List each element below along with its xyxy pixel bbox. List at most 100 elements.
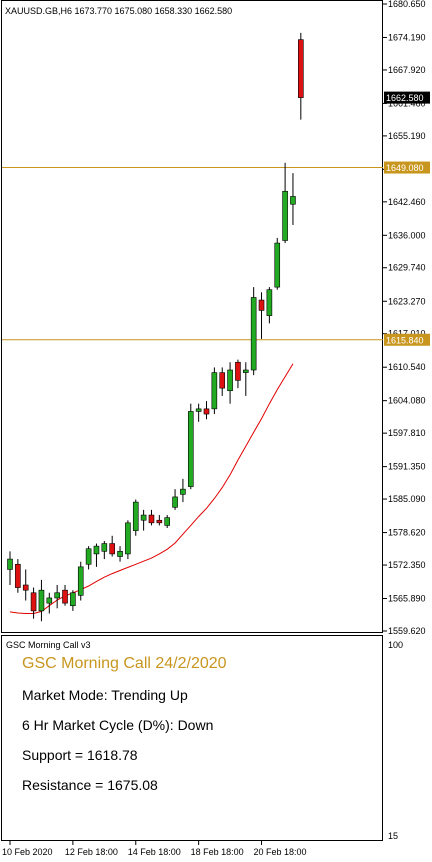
candle xyxy=(258,292,265,339)
candle xyxy=(54,584,60,609)
price-tick-label: 1674.190 xyxy=(388,32,426,42)
current-price-tag: 1662.580 xyxy=(386,93,424,103)
candle xyxy=(85,546,92,570)
bull-candle-body xyxy=(211,372,218,410)
price-tick-label: 1559.620 xyxy=(388,626,426,636)
indicator-scale-bottom: 15 xyxy=(388,831,398,841)
bull-candle-body xyxy=(180,488,186,495)
indicator-pane-frame xyxy=(1,635,383,841)
symbol-header: XAUUSD.GB,H6 1673.770 1675.080 1658.330 … xyxy=(5,6,232,16)
candle xyxy=(172,489,178,510)
candle xyxy=(62,584,68,606)
price-tick-label: 1636.000 xyxy=(388,230,426,240)
candle xyxy=(70,590,76,611)
price-tick-label: 1572.350 xyxy=(388,560,426,570)
indicator-scale-top: 100 xyxy=(388,640,403,650)
resistance-text: Resistance = 1675.08 xyxy=(22,777,158,793)
resistance-price-tag-bg xyxy=(384,161,430,174)
price-tick-label: 1667.920 xyxy=(388,65,426,75)
resistance-price-tag: 1649.080 xyxy=(386,163,424,173)
current-price-tag-bg xyxy=(384,91,430,104)
time-tick-label: 20 Feb 18:00 xyxy=(254,847,307,857)
candle xyxy=(203,401,210,420)
bull-candle-body xyxy=(282,190,288,241)
bear-candle-body xyxy=(298,39,304,98)
bull-candle-body xyxy=(125,522,131,555)
candle xyxy=(180,478,186,503)
candle xyxy=(250,287,257,376)
candle xyxy=(125,520,131,560)
candle xyxy=(101,540,108,560)
price-tick-label: 1610.540 xyxy=(388,362,426,372)
candle xyxy=(7,551,13,585)
candle xyxy=(77,561,84,601)
market-cycle-text: 6 Hr Market Cycle (D%): Down xyxy=(22,717,214,733)
candle xyxy=(117,546,123,562)
candle xyxy=(290,173,296,225)
bull-candle-body xyxy=(46,597,53,604)
price-tick-label: 1617.010 xyxy=(388,329,426,339)
candle xyxy=(282,162,288,244)
bull-candle-body xyxy=(132,501,139,531)
bull-candle-body xyxy=(290,196,296,205)
bear-candle-body xyxy=(156,519,163,524)
bull-candle-body xyxy=(187,411,194,487)
bull-candle-body xyxy=(164,517,170,526)
bull-candle-body xyxy=(117,551,123,557)
support-price-tag-bg xyxy=(384,333,430,346)
bull-candle-body xyxy=(7,558,13,570)
candle xyxy=(22,569,29,601)
price-tick-label: 1604.080 xyxy=(388,396,426,406)
candle xyxy=(227,362,233,404)
bear-candle-body xyxy=(109,543,115,555)
bull-candle-body xyxy=(101,543,108,552)
price-tick-label: 1585.090 xyxy=(388,494,426,504)
bear-candle-body xyxy=(203,408,210,415)
bull-candle-body xyxy=(172,496,178,508)
bull-candle-body xyxy=(250,297,257,371)
candle xyxy=(93,543,100,567)
bull-candle-body xyxy=(54,592,60,599)
bear-candle-body xyxy=(258,299,265,311)
candle xyxy=(132,499,139,536)
candle xyxy=(187,403,194,490)
candle xyxy=(243,362,249,396)
bear-candle-body xyxy=(148,514,155,524)
bear-candle-body xyxy=(219,372,226,389)
candle xyxy=(156,515,163,526)
time-tick-label: 10 Feb 2020 xyxy=(2,847,53,857)
price-tick-label: 1565.890 xyxy=(388,594,426,604)
price-tick-label: 1655.190 xyxy=(388,131,426,141)
price-tick-label: 1680.650 xyxy=(388,0,426,9)
main-chart-frame xyxy=(1,0,383,633)
candle xyxy=(266,287,273,324)
bear-candle-body xyxy=(22,584,29,591)
candle xyxy=(219,367,226,396)
candle xyxy=(211,367,218,415)
support-price-tag: 1615.840 xyxy=(386,335,424,345)
price-tick-label: 1591.350 xyxy=(388,462,426,472)
candle xyxy=(164,515,170,529)
price-tick-label: 1597.810 xyxy=(388,428,426,438)
bull-candle-body xyxy=(93,545,100,555)
candle xyxy=(140,509,147,531)
candle xyxy=(38,579,45,622)
price-tick-label: 1623.270 xyxy=(388,296,426,306)
candle xyxy=(30,587,37,619)
morning-call-heading: GSC Morning Call 24/2/2020 xyxy=(22,655,227,672)
time-tick-label: 14 Feb 18:00 xyxy=(128,847,181,857)
candle xyxy=(46,592,53,614)
price-tick-label: 1642.460 xyxy=(388,197,426,207)
candle xyxy=(274,237,281,290)
candle xyxy=(298,32,304,120)
bear-candle-body xyxy=(235,361,241,381)
bull-candle-body xyxy=(274,242,281,288)
candle xyxy=(195,403,202,422)
bull-candle-body xyxy=(70,592,76,607)
market-mode-text: Market Mode: Trending Up xyxy=(22,687,188,703)
bear-candle-body xyxy=(62,589,68,604)
candle xyxy=(235,359,241,389)
bull-candle-body xyxy=(77,566,84,596)
